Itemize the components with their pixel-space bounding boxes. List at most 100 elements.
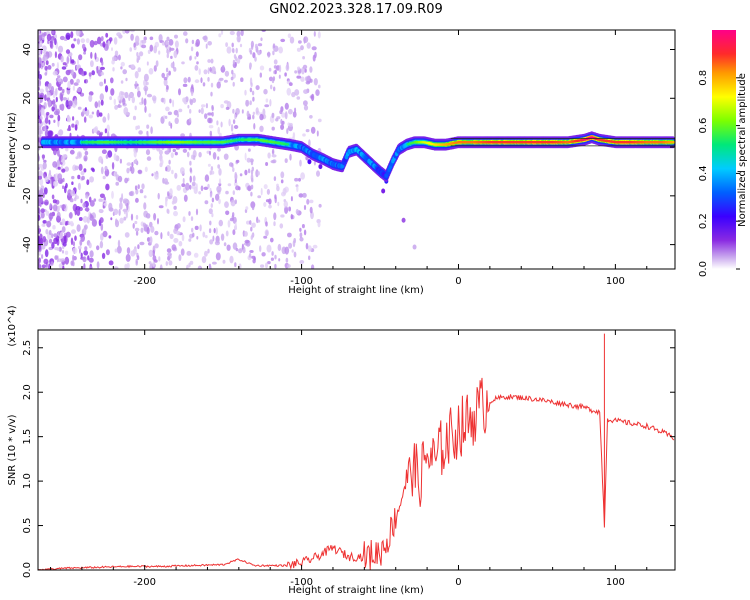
noise-speckle — [74, 235, 77, 241]
colorbar-tick-label: 0.4 — [698, 165, 709, 181]
noise-speckle — [266, 188, 270, 195]
noise-speckle — [143, 202, 147, 210]
noise-streak — [234, 199, 237, 205]
noise-speckle — [246, 157, 251, 163]
noise-speckle — [295, 208, 299, 215]
noise-speckle — [96, 245, 100, 251]
noise-speckle — [126, 167, 130, 174]
noise-speckle — [153, 45, 158, 54]
noise-speckle — [217, 148, 221, 152]
noise-speckle — [224, 70, 230, 77]
noise-speckle — [278, 46, 284, 54]
noise-speckle — [70, 43, 75, 49]
noise-speckle — [62, 62, 67, 66]
noise-speckle — [117, 104, 122, 108]
noise-speckle — [98, 112, 103, 117]
noise-streak — [250, 82, 253, 87]
noise-streak — [232, 190, 235, 196]
noise-speckle — [223, 79, 228, 83]
noise-speckle — [114, 104, 118, 110]
noise-speckle — [291, 249, 294, 253]
noise-speckle — [236, 30, 241, 37]
noise-speckle — [152, 249, 156, 257]
noise-speckle — [131, 96, 135, 104]
noise-speckle — [196, 61, 199, 65]
noise-speckle — [317, 31, 321, 39]
noise-speckle — [84, 224, 88, 230]
noise-speckle — [223, 242, 227, 247]
noise-speckle — [120, 61, 126, 67]
noise-speckle — [255, 169, 259, 178]
noise-speckle — [54, 255, 58, 260]
noise-speckle — [236, 159, 240, 163]
noise-speckle — [117, 239, 121, 248]
noise-speckle — [75, 206, 81, 211]
noise-speckle — [216, 81, 221, 89]
noise-streak — [189, 160, 192, 166]
noise-speckle — [69, 198, 74, 203]
noise-streak — [136, 52, 139, 57]
noise-speckle — [110, 77, 114, 84]
noise-speckle — [176, 230, 181, 236]
spectrogram-y-label: Frequency (Hz) — [7, 112, 18, 188]
noise-speckle — [168, 39, 174, 46]
noise-speckle — [46, 33, 52, 42]
noise-speckle — [208, 208, 213, 215]
noise-speckle — [124, 232, 130, 238]
colorbar-tick-label: 0.8 — [698, 70, 709, 86]
noise-speckle — [118, 208, 121, 216]
y-tick-label: 1.5 — [22, 429, 33, 445]
noise-speckle — [282, 187, 287, 195]
noise-speckle — [93, 198, 97, 202]
noise-speckle — [265, 162, 269, 166]
spectrogram-x-ticks: -200 -100 0 100 — [50, 30, 648, 287]
noise-speckle — [220, 233, 225, 241]
noise-speckle — [123, 198, 129, 202]
noise-speckle — [265, 98, 269, 103]
noise-speckle — [100, 223, 104, 231]
noise-speckle — [313, 31, 316, 37]
noise-speckle — [198, 151, 202, 158]
noise-speckle — [288, 122, 293, 127]
snr-frame — [37, 329, 676, 571]
noise-streak — [188, 117, 192, 123]
noise-speckle — [189, 99, 193, 106]
x-tick-label: -200 — [133, 577, 156, 588]
noise-speckle — [84, 107, 87, 112]
noise-speckle — [276, 185, 280, 192]
noise-speckle — [114, 248, 118, 253]
noise-speckle — [301, 224, 305, 229]
noise-speckle — [146, 124, 150, 129]
noise-speckle — [83, 71, 87, 76]
noise-speckle — [232, 229, 236, 236]
noise-speckle — [278, 74, 281, 79]
noise-speckle — [225, 230, 229, 237]
noise-speckle — [317, 221, 321, 228]
noise-streak — [273, 86, 276, 92]
noise-speckle — [284, 246, 290, 255]
noise-speckle — [147, 213, 151, 219]
spectrogram-frame — [37, 29, 676, 270]
noise-speckle — [296, 96, 301, 100]
noise-speckle — [306, 42, 311, 49]
noise-speckle — [161, 41, 165, 46]
noise-speckle — [57, 86, 63, 91]
noise-speckle — [48, 229, 52, 236]
noise-speckle — [100, 66, 105, 70]
y-tick-label: 1.0 — [22, 473, 33, 489]
noise-speckle — [94, 101, 99, 109]
noise-speckle — [83, 116, 87, 123]
noise-speckle — [144, 166, 148, 172]
noise-speckle — [77, 106, 82, 110]
noise-speckle — [46, 91, 51, 98]
noise-speckle — [309, 199, 314, 204]
noise-speckle — [142, 222, 146, 228]
noise-speckle — [299, 232, 303, 239]
noise-speckle — [69, 78, 74, 85]
noise-speckle — [174, 40, 179, 49]
noise-streak — [135, 231, 139, 236]
noise-speckle — [99, 193, 105, 199]
noise-speckle — [89, 200, 95, 207]
noise-streak — [274, 254, 277, 260]
noise-speckle — [182, 178, 185, 184]
